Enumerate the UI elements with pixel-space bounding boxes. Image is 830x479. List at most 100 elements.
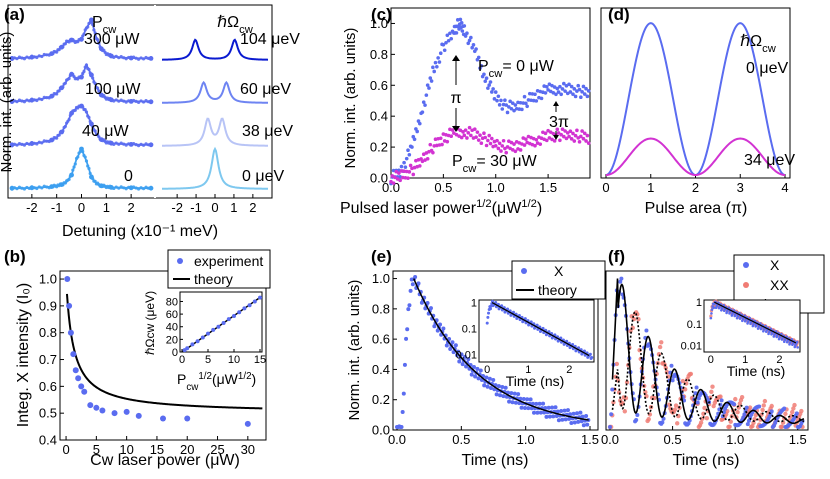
c-data-point-0 — [512, 108, 516, 113]
e-inset-point — [577, 346, 581, 350]
b-inset-frame — [179, 291, 263, 353]
e-data-point — [450, 340, 455, 345]
c-y-label: 0.2 — [370, 140, 388, 155]
panel-b-frame — [59, 270, 267, 441]
c-data-point-0 — [527, 91, 532, 96]
a-data-marker — [79, 36, 84, 42]
c-data-point-0 — [483, 79, 488, 84]
e-data-point — [453, 343, 458, 348]
panel-label-e: (e) — [371, 247, 392, 266]
c-data-point-0 — [442, 48, 447, 53]
c-data-point-1 — [580, 129, 584, 133]
c-data-point-0 — [446, 38, 451, 43]
f-xx-data-point — [739, 394, 745, 400]
a-data-marker — [9, 56, 15, 61]
a-data-marker — [98, 137, 104, 143]
c-data-point-0 — [534, 99, 539, 103]
e-data-point — [462, 354, 467, 359]
c-data-point-1 — [484, 143, 489, 148]
d-label-header-part: cw — [762, 43, 777, 55]
a-data-marker — [29, 141, 35, 147]
c-data-point-0 — [547, 82, 552, 86]
c-x-label: 1.0 — [487, 180, 505, 195]
f-xx-data-point — [684, 381, 689, 386]
f-inset-x-point — [710, 312, 713, 315]
f-xx-data-point — [799, 408, 804, 414]
c-data-point-1 — [533, 143, 537, 148]
c-data-point-0 — [513, 103, 518, 107]
c-data-point-0 — [460, 29, 465, 33]
panel-e-frame — [392, 270, 599, 431]
c-data-point-1 — [551, 131, 556, 136]
a-theory-curve — [162, 146, 268, 190]
f-xx-data-point — [733, 396, 738, 402]
c-data-point-1 — [390, 174, 395, 178]
f-xx-data-point — [727, 424, 732, 429]
e-data-point — [476, 376, 481, 381]
c-data-point-0 — [579, 95, 583, 100]
e-inset-y-label: 1 — [471, 298, 477, 310]
c-data-point-0 — [565, 91, 570, 96]
f-xx-data-point — [769, 403, 774, 409]
f-x-data-point — [635, 412, 640, 417]
e-data-point — [572, 420, 577, 425]
e-data-point — [435, 328, 440, 333]
e-inset-point — [535, 323, 539, 327]
c-data-point-0 — [420, 110, 425, 114]
b-inset-y-label: 0 — [172, 347, 178, 359]
e-data-point — [562, 408, 567, 413]
c-data-point-1 — [400, 175, 405, 180]
c-data-point-1 — [395, 177, 400, 181]
c-data-point-1 — [449, 134, 454, 138]
c-data-point-0 — [576, 83, 581, 88]
f-x-data-point — [661, 416, 666, 421]
e-data-point — [399, 424, 404, 429]
c-data-point-0 — [517, 107, 522, 111]
e-data-point — [575, 411, 580, 416]
e-inset-point — [512, 310, 515, 314]
e-data-point — [487, 376, 492, 381]
e-inset-point — [517, 313, 521, 317]
c-y-label: 0.4 — [370, 109, 388, 124]
c-data-point-0 — [499, 98, 503, 103]
b-theory-curve — [65, 293, 263, 410]
c-data-point-0 — [514, 106, 519, 111]
e-data-point — [553, 405, 558, 410]
f-xx-data-point — [709, 389, 714, 395]
b-y-label: 1.0 — [39, 272, 57, 287]
a-data-marker — [49, 184, 55, 190]
c-data-point-0 — [503, 98, 507, 102]
b-x-label: 25 — [210, 442, 224, 457]
c-data-point-1 — [438, 136, 443, 141]
c-data-point-1 — [586, 141, 591, 145]
f-xx-data-point — [779, 424, 785, 429]
e-inset-x-label: 0 — [484, 364, 490, 376]
e-inset-point — [494, 301, 498, 305]
f-x-data-point — [609, 412, 614, 417]
f-xx-data-point — [711, 403, 716, 409]
f-legend-xx-marker — [743, 282, 749, 288]
c-data-point-0 — [548, 89, 553, 94]
e-inset-point — [485, 321, 489, 325]
e-legend-box — [511, 260, 606, 300]
c-data-point-1 — [475, 130, 480, 134]
d-x-label: 2 — [692, 180, 699, 195]
b-inset-xlabel-part: (μW — [212, 371, 239, 387]
e-inset-point — [547, 330, 551, 334]
c-label-pi: π — [450, 90, 461, 107]
a-power-label: 0 — [124, 168, 133, 185]
f-xx-data-point — [701, 411, 706, 416]
e-y-label: 1.0 — [372, 271, 390, 286]
c-data-point-0 — [425, 83, 430, 87]
b-experiment-point — [99, 407, 106, 414]
b-experiment-point — [93, 404, 100, 411]
f-x-data-point — [695, 400, 700, 405]
e-data-point — [482, 383, 487, 388]
d-label-header-part: ℏΩ — [740, 33, 762, 50]
f-xlabel: Time (ns) — [673, 452, 740, 469]
f-xx-data-point — [673, 403, 679, 408]
a-data-marker — [128, 185, 134, 191]
c-data-point-0 — [521, 101, 526, 105]
b-experiment-point — [72, 367, 79, 374]
